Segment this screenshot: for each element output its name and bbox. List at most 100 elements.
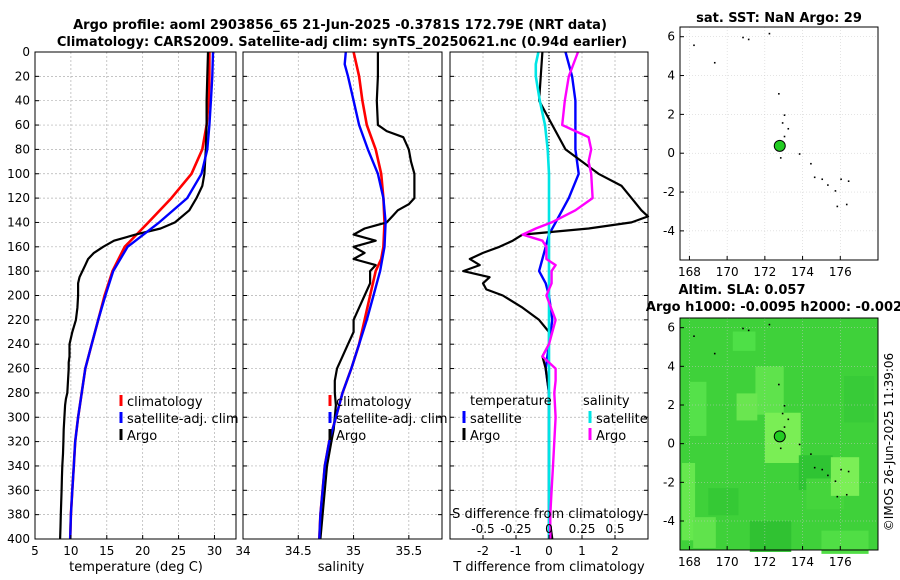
map-y-tick-label: -4 [663,224,675,238]
altimetry-map: 168 170 172 174 176 6 4 2 0 -2 -4 [663,317,879,569]
y-tick-label: 80 [15,142,30,156]
island-marker [827,184,829,186]
island-marker [693,335,695,337]
x-tick-label: 30 [207,544,222,558]
island-marker [847,470,850,473]
series-line-salinity-satellite [534,51,551,539]
x-tick-label: 2 [611,544,619,558]
difference-xlabel-top: S difference from climatology [452,507,644,522]
argo-float-marker [773,430,786,443]
temperature-xlabel: temperature (deg C) [69,560,203,575]
island-marker [783,135,786,138]
sla-patch [821,530,869,554]
x-tick-label-salinity: -0.25 [500,522,531,536]
y-tick-label: 100 [7,167,30,181]
altimetry-map-title-line2: Argo h1000: -0.0095 h2000: -0.002 [646,300,900,315]
island-marker [768,323,771,326]
island-marker [798,153,801,155]
island-marker [781,122,784,124]
map-y-tick-label: -4 [663,514,675,528]
y-tick-label: 60 [15,118,30,132]
y-tick-label: 20 [15,69,30,83]
island-marker [778,383,780,386]
x-tick-label: 35.5 [395,544,422,558]
map-y-tick-label: 6 [667,30,675,44]
y-tick-label: 140 [7,215,30,229]
y-tick-label: 180 [7,264,30,278]
island-marker [836,495,839,498]
figure-title-line1: Argo profile: aoml 2903856_65 21-Jun-202… [73,18,607,33]
island-marker [836,205,839,208]
island-marker [827,474,829,477]
island-marker [742,327,744,330]
figure-title-line2: Climatology: CARS2009. Satellite-adj cli… [57,35,627,50]
map-y-tick-label: 4 [667,359,675,373]
x-tick-label: 35 [346,544,361,558]
island-marker [798,443,801,446]
y-tick-label: 280 [7,386,30,400]
salinity-panel: 34 34.5 35 35.5 climatology satellite-adj. cl… [235,51,448,558]
map-y-tick-label: 2 [667,107,675,121]
map-x-tick-label: 170 [716,555,739,569]
temperature-panel: 0 20 40 60 80 100 120 140 160 180 200 220 240 260 280 3… [7,45,239,558]
island-marker [783,114,786,116]
map-x-tick-label: 168 [678,555,701,569]
series-line-salinity-argo [521,51,594,539]
map-x-tick-label: 170 [716,265,739,279]
series-line-argo [59,51,210,540]
island-marker [713,61,716,64]
island-marker [747,38,750,41]
island-marker [787,127,790,130]
sla-patch [755,366,784,415]
x-tick-label: 25 [171,544,186,558]
map-y-tick-label: 6 [667,321,675,335]
island-marker [840,468,842,471]
series-line-satellite-adj-clim [69,51,215,540]
island-marker [778,93,780,95]
legend-label: climatology [127,395,203,410]
legend-label: satellite [596,412,648,427]
map-x-tick-label: 168 [678,265,701,279]
series-line-argo [319,52,416,540]
island-marker [847,180,850,182]
island-marker [783,426,786,428]
difference-panel: -2 -1 0 1 2 -0.5 -0.25 0 0.25 0.5 temperature salin… [449,51,650,558]
sla-patch [681,463,696,541]
map-x-tick-label: 172 [753,555,776,569]
island-marker [845,493,848,496]
series-line-satellite-adj-clim [318,51,387,540]
y-tick-label: 200 [7,289,30,303]
legend-label: satellite-adj. clim [336,412,448,427]
x-tick-label-salinity: 0.5 [605,522,624,536]
map-y-tick-label: -2 [663,475,675,489]
sla-patch [732,331,756,351]
sst-map-title: sat. SST: NaN Argo: 29 [696,11,862,26]
island-marker [810,453,812,455]
island-marker [693,44,695,47]
legend-label: satellite-adj. clim [127,412,239,427]
x-tick-label: -2 [477,544,489,558]
altimetry-map-title-line1: Altim. SLA: 0.057 [679,283,806,298]
map-y-tick-label: 0 [667,437,675,451]
sla-patch [693,517,716,549]
x-tick-label-salinity: -0.5 [471,522,494,536]
sla-patch [830,457,860,496]
map-frame [679,26,879,261]
y-tick-label: 0 [22,45,30,59]
y-tick-label: 160 [7,240,30,254]
y-tick-label: 360 [7,483,30,497]
island-marker [813,466,816,469]
y-tick-label: 240 [7,337,30,351]
map-x-tick-label: 176 [829,555,852,569]
legend-label: satellite [470,412,522,427]
x-tick-label: 10 [63,544,78,558]
legend-label: Argo [127,429,157,444]
island-marker [713,352,716,355]
x-tick-label: 1 [578,544,586,558]
imos-credit: ©IMOS 26-Jun-2025 11:39:06 [882,353,896,531]
sla-patch [736,393,758,421]
x-tick-label: 20 [135,544,150,558]
salinity-xlabel: salinity [318,560,365,575]
island-marker [813,176,816,179]
